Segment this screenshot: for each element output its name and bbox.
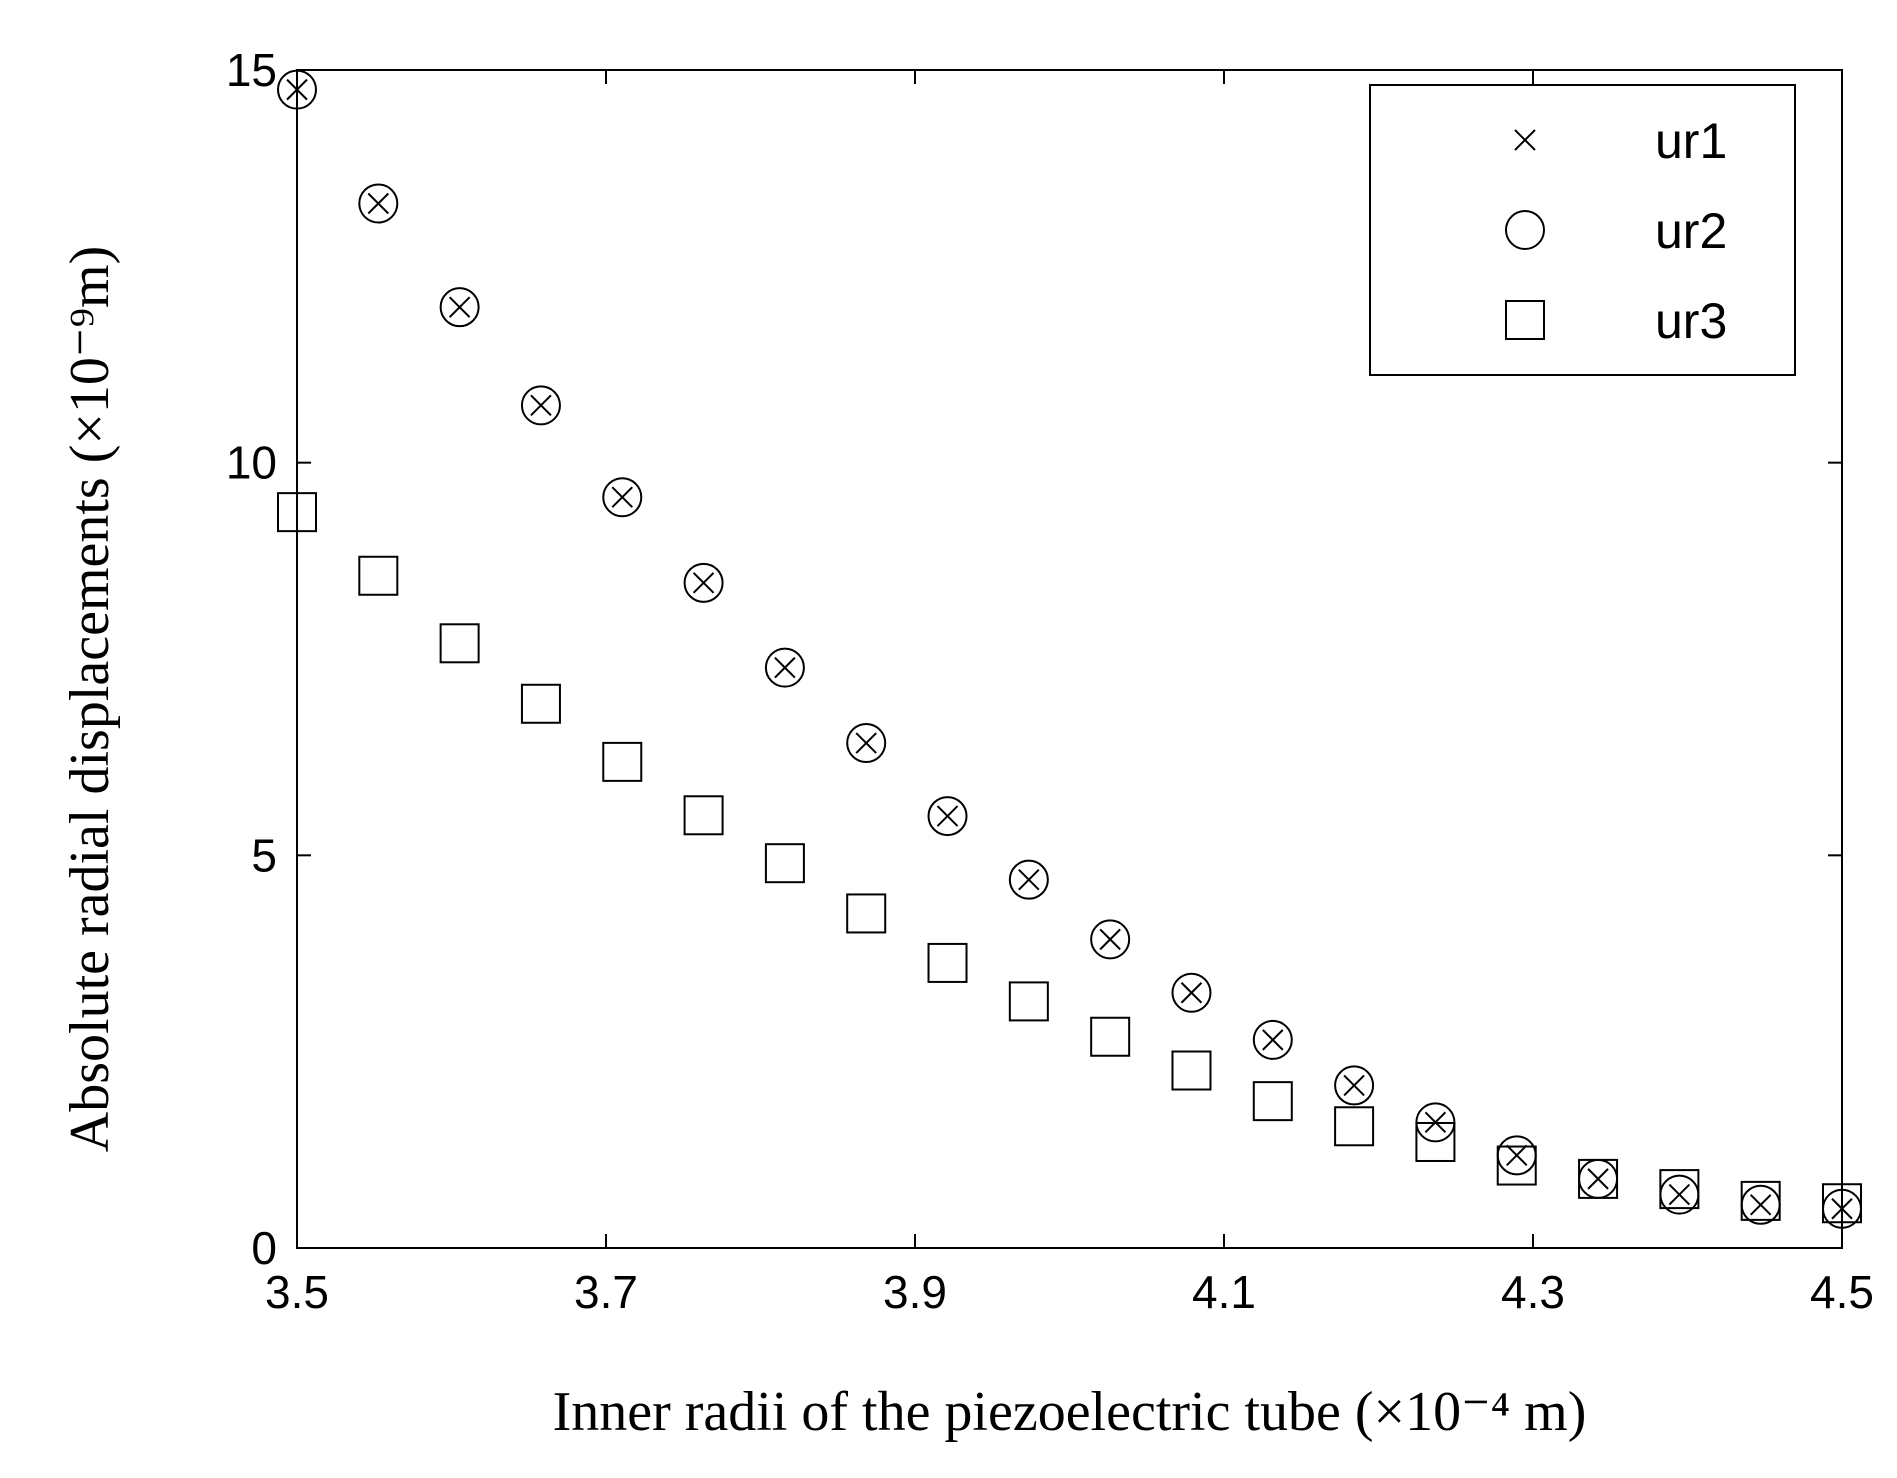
data-point-ur3 xyxy=(1252,1081,1293,1122)
x-tick-label: 4.1 xyxy=(1192,1266,1256,1318)
data-point-ur3 xyxy=(602,741,643,782)
data-point-ur1 xyxy=(692,572,715,594)
data-point-ur2 xyxy=(1334,1065,1375,1106)
data-point-ur1 xyxy=(855,732,877,754)
y-tick-label: 10 xyxy=(226,437,277,489)
x-tick-label: 3.5 xyxy=(265,1266,329,1318)
legend-marker-ur1 xyxy=(1514,129,1536,151)
legend-marker-ur2 xyxy=(1505,210,1545,250)
data-point-ur3 xyxy=(1334,1106,1375,1147)
data-point-ur3 xyxy=(846,893,887,934)
legend-box xyxy=(1369,84,1796,376)
data-point-ur1 xyxy=(367,192,390,215)
legend: ur1 ur2 ur3 xyxy=(1369,84,1796,376)
data-point-ur1 xyxy=(1018,868,1040,891)
data-point-ur3 xyxy=(1659,1169,1700,1210)
data-point-ur3 xyxy=(1090,1016,1131,1057)
data-point-ur2 xyxy=(358,183,399,224)
data-point-ur2 xyxy=(520,385,561,426)
data-point-ur1 xyxy=(1262,1029,1284,1051)
data-point-ur2 xyxy=(1252,1019,1293,1060)
legend-label: ur3 xyxy=(1655,293,1727,349)
series-ur3 xyxy=(277,492,1862,1224)
y-axis-title: Absolute radial displacements (×10⁻⁹m) xyxy=(59,246,121,1152)
data-point-ur2 xyxy=(439,287,480,328)
data-point-ur1 xyxy=(530,394,552,417)
data-point-ur1 xyxy=(1749,1194,1772,1216)
legend-label: ur2 xyxy=(1655,203,1727,259)
legend-label: ur1 xyxy=(1655,113,1727,169)
data-marks xyxy=(277,69,1862,1229)
data-point-ur3 xyxy=(1008,981,1049,1022)
data-point-ur3 xyxy=(1496,1145,1537,1186)
x-tick-label: 3.9 xyxy=(883,1266,947,1318)
x-tick-label: 3.7 xyxy=(574,1266,638,1318)
data-point-ur3 xyxy=(1578,1158,1619,1199)
x-tick-label: 4.5 xyxy=(1810,1266,1874,1318)
y-tick-label: 0 xyxy=(251,1222,277,1274)
data-point-ur3 xyxy=(1415,1121,1456,1162)
x-tick-label: 4.3 xyxy=(1501,1266,1565,1318)
data-point-ur2 xyxy=(846,723,887,764)
plot-area-frame xyxy=(296,69,1843,1249)
data-point-ur3 xyxy=(439,623,480,664)
y-tick-label: 5 xyxy=(251,829,277,881)
data-point-ur2 xyxy=(602,477,643,518)
data-point-ur3 xyxy=(520,683,561,724)
legend-marker-ur3 xyxy=(1505,300,1545,340)
data-point-ur3 xyxy=(1740,1180,1781,1221)
data-point-ur1 xyxy=(1506,1144,1528,1167)
data-point-ur1 xyxy=(1668,1183,1691,1206)
data-point-ur1 xyxy=(936,805,959,827)
data-point-ur1 xyxy=(1099,928,1121,951)
data-point-ur2 xyxy=(764,647,805,688)
data-point-ur3 xyxy=(683,795,724,836)
data-point-ur1 xyxy=(448,296,471,318)
data-point-ur3 xyxy=(358,555,399,596)
data-point-ur3 xyxy=(927,942,968,983)
data-point-ur3 xyxy=(1171,1050,1212,1091)
data-point-ur2 xyxy=(1171,972,1212,1013)
data-point-ur2 xyxy=(927,796,968,837)
data-point-ur2 xyxy=(1090,919,1131,960)
data-point-ur2 xyxy=(1008,859,1049,900)
data-point-ur1 xyxy=(774,656,796,679)
data-point-ur1 xyxy=(1343,1074,1365,1097)
axis-ticks: 3.5 3.7 3.9 4.1 4.3 4.5 0 5 10 15 xyxy=(226,44,1874,1318)
data-point-ur3 xyxy=(764,843,805,884)
y-tick-label: 15 xyxy=(226,44,277,96)
data-point-ur1 xyxy=(1180,982,1203,1004)
data-point-ur2 xyxy=(683,562,724,603)
data-point-ur1 xyxy=(611,486,633,508)
x-axis-title: Inner radii of the piezoelectric tube (×… xyxy=(553,1381,1587,1443)
series-ur1 xyxy=(286,78,1853,1220)
data-point-ur1 xyxy=(1587,1168,1609,1190)
